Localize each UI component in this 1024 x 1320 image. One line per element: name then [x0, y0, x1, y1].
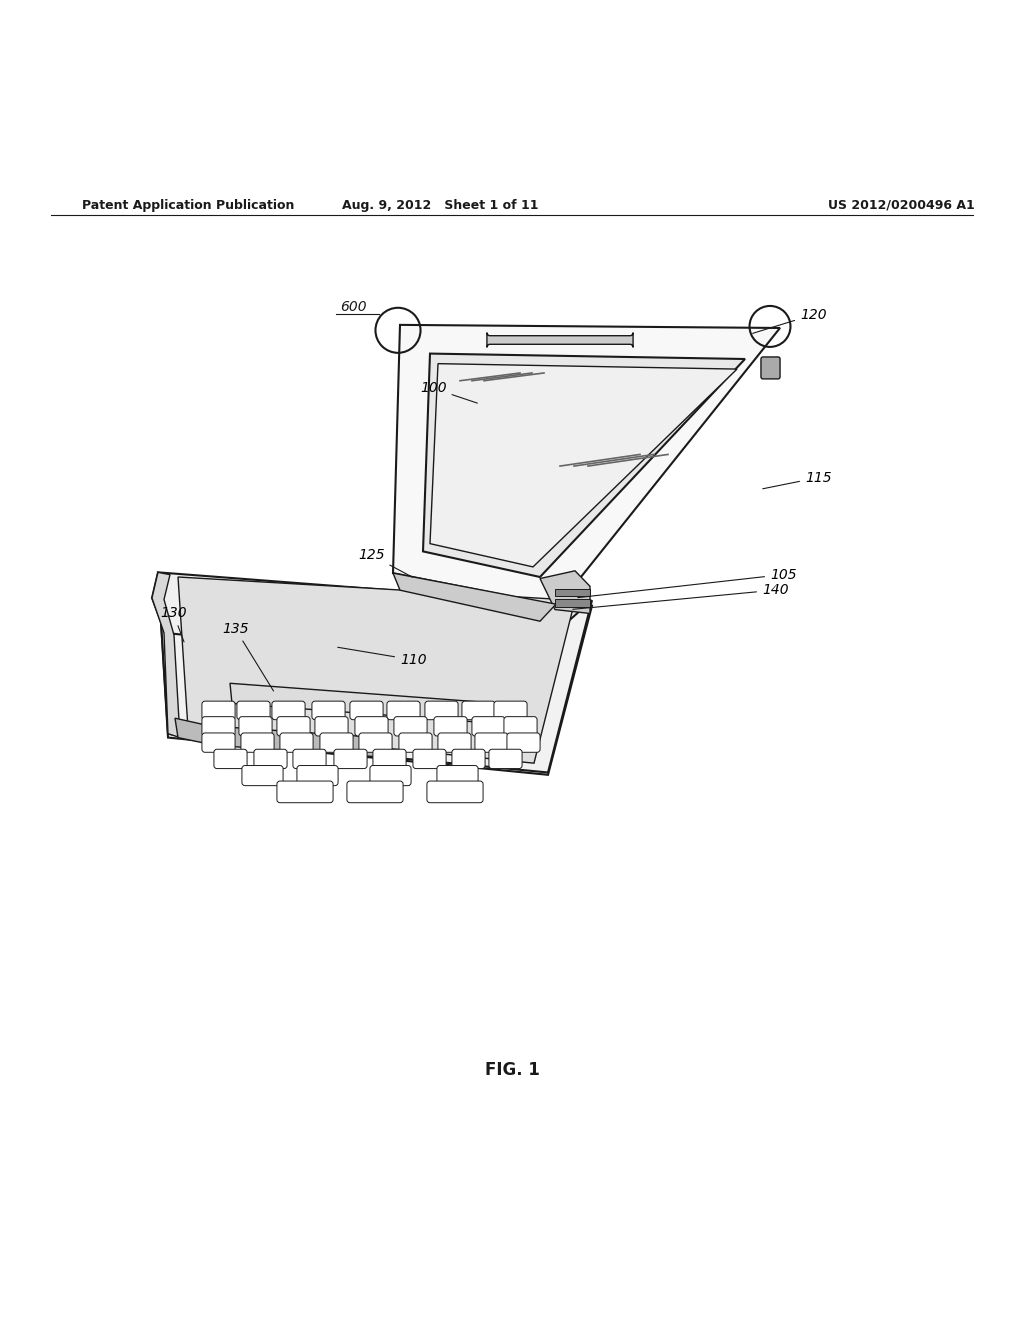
FancyBboxPatch shape: [425, 701, 458, 719]
FancyBboxPatch shape: [312, 701, 345, 719]
FancyBboxPatch shape: [350, 701, 383, 719]
FancyBboxPatch shape: [297, 766, 338, 785]
FancyBboxPatch shape: [761, 356, 780, 379]
Text: 100: 100: [420, 381, 477, 403]
FancyBboxPatch shape: [254, 750, 287, 768]
PathPatch shape: [152, 573, 592, 772]
Text: 110: 110: [338, 647, 427, 667]
Text: FIG. 1: FIG. 1: [484, 1060, 540, 1078]
PathPatch shape: [540, 570, 590, 614]
PathPatch shape: [555, 589, 590, 597]
FancyBboxPatch shape: [370, 766, 411, 785]
FancyBboxPatch shape: [272, 701, 305, 719]
FancyBboxPatch shape: [334, 750, 367, 768]
PathPatch shape: [230, 684, 500, 723]
Text: 135: 135: [222, 622, 273, 690]
PathPatch shape: [152, 573, 180, 738]
Text: US 2012/0200496 A1: US 2012/0200496 A1: [827, 199, 975, 211]
FancyBboxPatch shape: [507, 733, 540, 752]
PathPatch shape: [158, 573, 592, 775]
PathPatch shape: [175, 718, 380, 756]
Text: 125: 125: [358, 548, 413, 577]
FancyBboxPatch shape: [487, 333, 633, 347]
PathPatch shape: [430, 364, 737, 566]
Text: Aug. 9, 2012   Sheet 1 of 11: Aug. 9, 2012 Sheet 1 of 11: [342, 199, 539, 211]
FancyBboxPatch shape: [202, 701, 236, 719]
FancyBboxPatch shape: [427, 781, 483, 803]
FancyBboxPatch shape: [276, 781, 333, 803]
Text: 140: 140: [572, 583, 788, 610]
Text: 130: 130: [160, 606, 186, 642]
PathPatch shape: [393, 325, 780, 606]
FancyBboxPatch shape: [359, 733, 392, 752]
FancyBboxPatch shape: [315, 717, 348, 737]
FancyBboxPatch shape: [394, 717, 427, 737]
PathPatch shape: [555, 599, 590, 607]
FancyBboxPatch shape: [475, 733, 508, 752]
Text: 600: 600: [340, 300, 367, 314]
FancyBboxPatch shape: [276, 717, 310, 737]
FancyBboxPatch shape: [237, 701, 270, 719]
FancyBboxPatch shape: [280, 733, 313, 752]
FancyBboxPatch shape: [504, 717, 537, 737]
FancyBboxPatch shape: [438, 733, 471, 752]
FancyBboxPatch shape: [355, 717, 388, 737]
PathPatch shape: [423, 354, 745, 577]
FancyBboxPatch shape: [319, 733, 353, 752]
FancyBboxPatch shape: [241, 733, 274, 752]
FancyBboxPatch shape: [242, 766, 283, 785]
Text: 105: 105: [578, 568, 797, 598]
Text: Patent Application Publication: Patent Application Publication: [82, 199, 294, 211]
FancyBboxPatch shape: [434, 717, 467, 737]
FancyBboxPatch shape: [437, 766, 478, 785]
FancyBboxPatch shape: [373, 750, 407, 768]
FancyBboxPatch shape: [239, 717, 272, 737]
FancyBboxPatch shape: [214, 750, 247, 768]
FancyBboxPatch shape: [452, 750, 485, 768]
PathPatch shape: [393, 573, 556, 622]
PathPatch shape: [178, 577, 575, 763]
FancyBboxPatch shape: [462, 701, 495, 719]
FancyBboxPatch shape: [347, 781, 403, 803]
FancyBboxPatch shape: [413, 750, 446, 768]
FancyBboxPatch shape: [399, 733, 432, 752]
FancyBboxPatch shape: [472, 717, 505, 737]
FancyBboxPatch shape: [494, 701, 527, 719]
Text: 115: 115: [763, 470, 831, 488]
FancyBboxPatch shape: [202, 717, 236, 737]
Text: 120: 120: [753, 308, 826, 334]
FancyBboxPatch shape: [387, 701, 420, 719]
FancyBboxPatch shape: [202, 733, 236, 752]
FancyBboxPatch shape: [488, 750, 522, 768]
FancyBboxPatch shape: [293, 750, 326, 768]
